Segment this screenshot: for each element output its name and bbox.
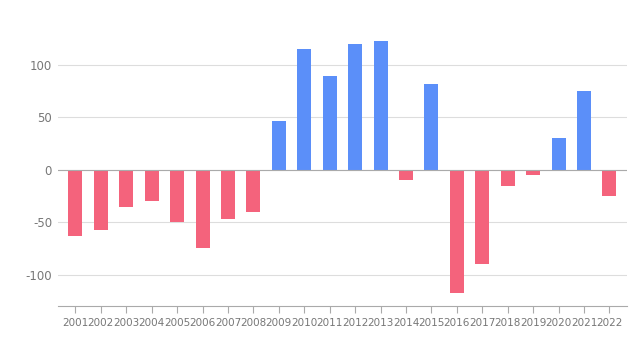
Bar — [196, 170, 209, 248]
Bar — [246, 170, 260, 212]
Bar — [323, 76, 337, 170]
Bar — [94, 170, 108, 230]
Bar — [221, 170, 235, 219]
Bar — [399, 170, 413, 180]
Bar — [552, 139, 566, 170]
Bar — [272, 121, 286, 170]
Bar — [476, 170, 489, 264]
Bar — [68, 170, 83, 236]
Bar — [450, 170, 464, 293]
Bar — [424, 84, 438, 170]
Bar — [119, 170, 133, 207]
Bar — [348, 44, 362, 170]
Bar — [170, 170, 184, 222]
Bar — [577, 91, 591, 170]
Bar — [297, 49, 311, 170]
Bar — [374, 41, 388, 170]
Bar — [602, 170, 616, 196]
Bar — [145, 170, 159, 201]
Bar — [526, 170, 540, 175]
Bar — [500, 170, 515, 185]
